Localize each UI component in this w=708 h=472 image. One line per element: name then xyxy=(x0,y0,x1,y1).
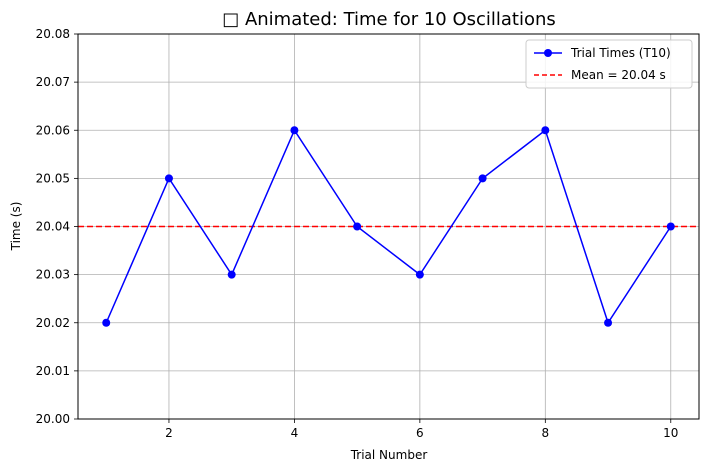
y-tick-label: 20.08 xyxy=(36,27,70,41)
y-axis-label: Time (s) xyxy=(9,202,23,252)
y-tick-label: 20.07 xyxy=(36,75,70,89)
data-point xyxy=(102,318,111,327)
data-point xyxy=(353,222,362,231)
y-tick-label: 20.01 xyxy=(36,364,70,378)
data-point xyxy=(290,126,299,135)
data-point xyxy=(541,126,550,135)
series-layer xyxy=(102,126,675,327)
y-axis-ticks: 20.00 20.01 20.02 20.03 20.04 20.05 20.06 20.07… xyxy=(36,27,78,426)
legend-series-label: Trial Times (T10) xyxy=(570,46,671,60)
y-tick-label: 20.04 xyxy=(36,220,70,234)
x-tick-label: 10 xyxy=(663,426,678,440)
data-point xyxy=(164,174,173,183)
data-point xyxy=(666,222,675,231)
y-tick-label: 20.06 xyxy=(36,123,70,137)
chart-title: □ Animated: Time for 10 Oscillations xyxy=(222,9,556,30)
x-tick-label: 6 xyxy=(416,426,424,440)
data-point xyxy=(478,174,487,183)
y-tick-label: 20.05 xyxy=(36,171,70,185)
x-axis-ticks: 2 4 6 8 10 xyxy=(165,419,678,440)
legend: Trial Times (T10) Mean = 20.04 s xyxy=(525,39,693,89)
y-tick-label: 20.02 xyxy=(36,316,70,330)
data-point xyxy=(604,318,613,327)
x-tick-label: 4 xyxy=(291,426,299,440)
x-axis-label: Trial Number xyxy=(350,448,428,462)
data-point xyxy=(415,270,424,279)
data-point xyxy=(227,270,236,279)
series-line xyxy=(105,128,672,325)
y-tick-label: 20.00 xyxy=(36,412,70,426)
x-tick-label: 8 xyxy=(541,426,549,440)
legend-mean-label: Mean = 20.04 s xyxy=(571,68,666,82)
legend-series-marker xyxy=(544,49,552,57)
legend-box xyxy=(525,39,693,89)
y-tick-label: 20.03 xyxy=(36,268,70,282)
x-tick-label: 2 xyxy=(165,426,173,440)
